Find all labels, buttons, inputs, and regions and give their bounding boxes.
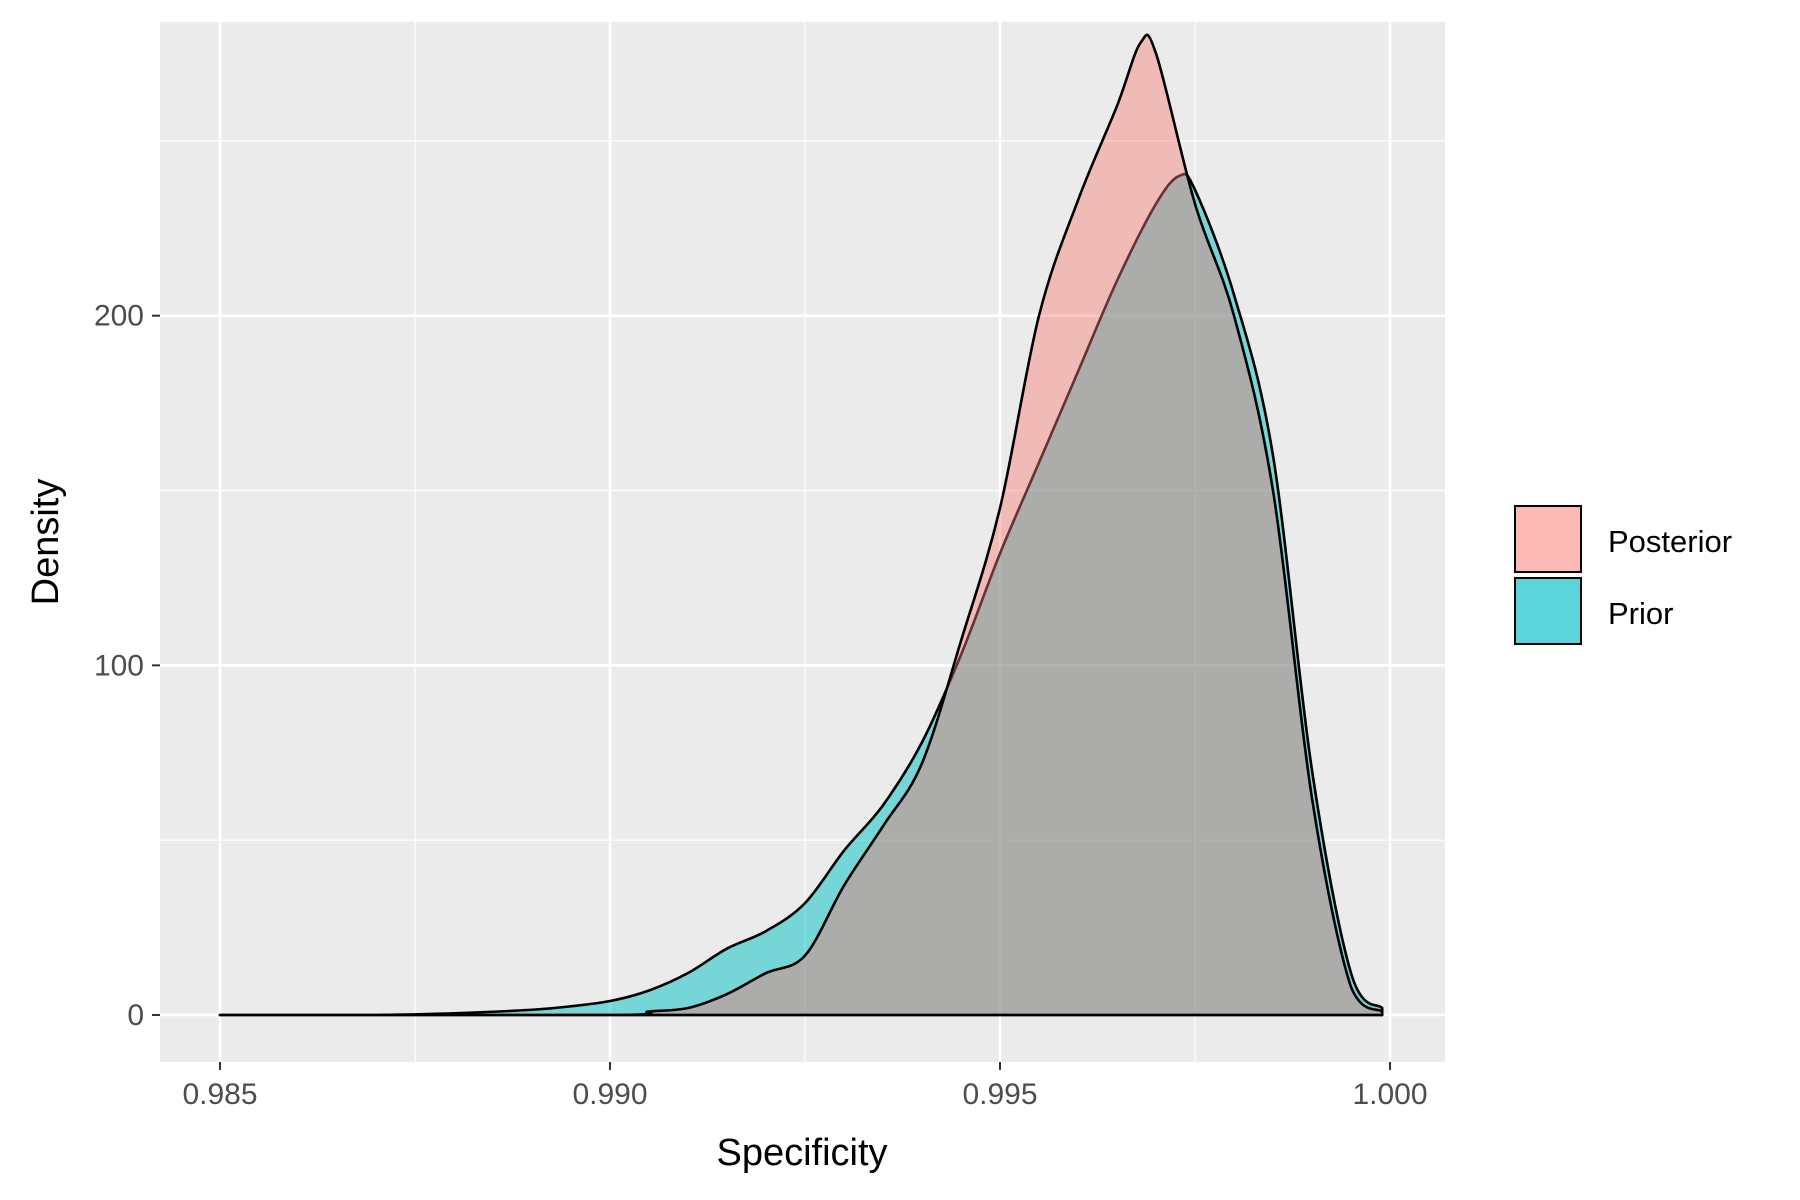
legend-label-prior: Prior (1608, 596, 1673, 631)
x-tick-label: 1.000 (1352, 1078, 1427, 1111)
legend-label-posterior: Posterior (1608, 524, 1732, 559)
y-tick-label: 100 (94, 649, 144, 682)
legend-key-posterior (1514, 505, 1582, 573)
density-area-posterior (218, 33, 1384, 1017)
x-tick-label: 0.985 (182, 1078, 257, 1111)
x-tick-label: 0.995 (962, 1078, 1037, 1111)
axes (152, 314, 1391, 1070)
tick-labels: 0.985 0.990 0.995 1.000 0 100 200 (94, 300, 1428, 1111)
y-tick-label: 200 (94, 300, 144, 333)
y-axis-title: Density (25, 479, 67, 606)
legend: Posterior Prior (1514, 505, 1732, 645)
x-tick-label: 0.990 (572, 1078, 647, 1111)
y-tick-label: 0 (127, 999, 144, 1032)
legend-key-prior (1514, 577, 1582, 645)
x-axis-title: Specificity (716, 1132, 887, 1174)
density-areas (218, 33, 1384, 1017)
density-area-prior (218, 172, 1384, 1017)
